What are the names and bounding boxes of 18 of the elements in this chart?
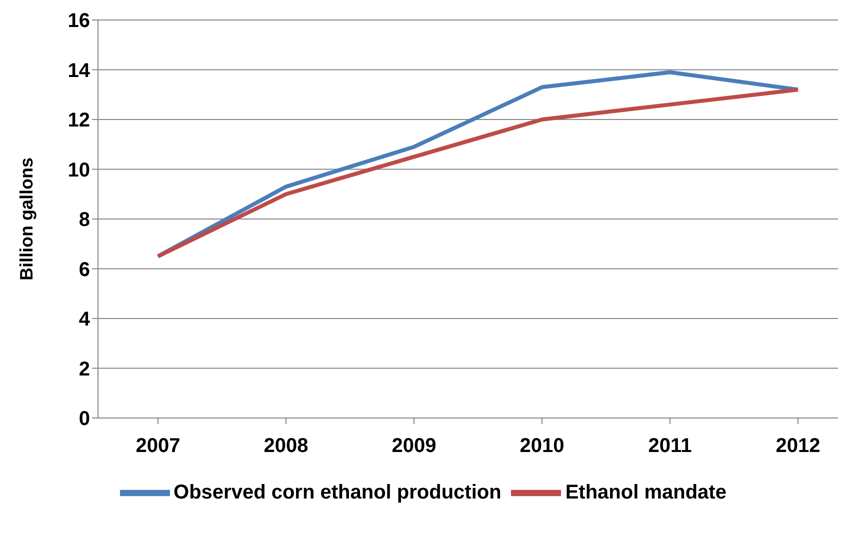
y-tick-label: 0 <box>78 408 90 430</box>
legend-label: Observed corn ethanol production <box>174 481 502 504</box>
y-tick-label: 14 <box>68 60 91 82</box>
y-tick-label: 8 <box>78 209 90 232</box>
x-tick-label: 2010 <box>520 435 564 458</box>
y-axis-title: Billion gallons <box>16 157 36 281</box>
x-tick-label: 2007 <box>136 435 180 458</box>
legend-label: Ethanol mandate <box>565 481 726 504</box>
y-tick-label: 2 <box>78 358 90 380</box>
y-tick-label: 16 <box>68 10 90 32</box>
x-tick-label: 2012 <box>776 435 820 458</box>
y-tick-label: 4 <box>78 308 91 331</box>
y-tick-label: 12 <box>68 110 90 132</box>
y-tick-label: 6 <box>78 258 90 281</box>
x-tick-label: 2008 <box>264 435 308 458</box>
y-tick-label: 10 <box>68 159 90 182</box>
x-tick-label: 2011 <box>648 435 692 458</box>
x-tick-label: 2009 <box>392 435 436 458</box>
